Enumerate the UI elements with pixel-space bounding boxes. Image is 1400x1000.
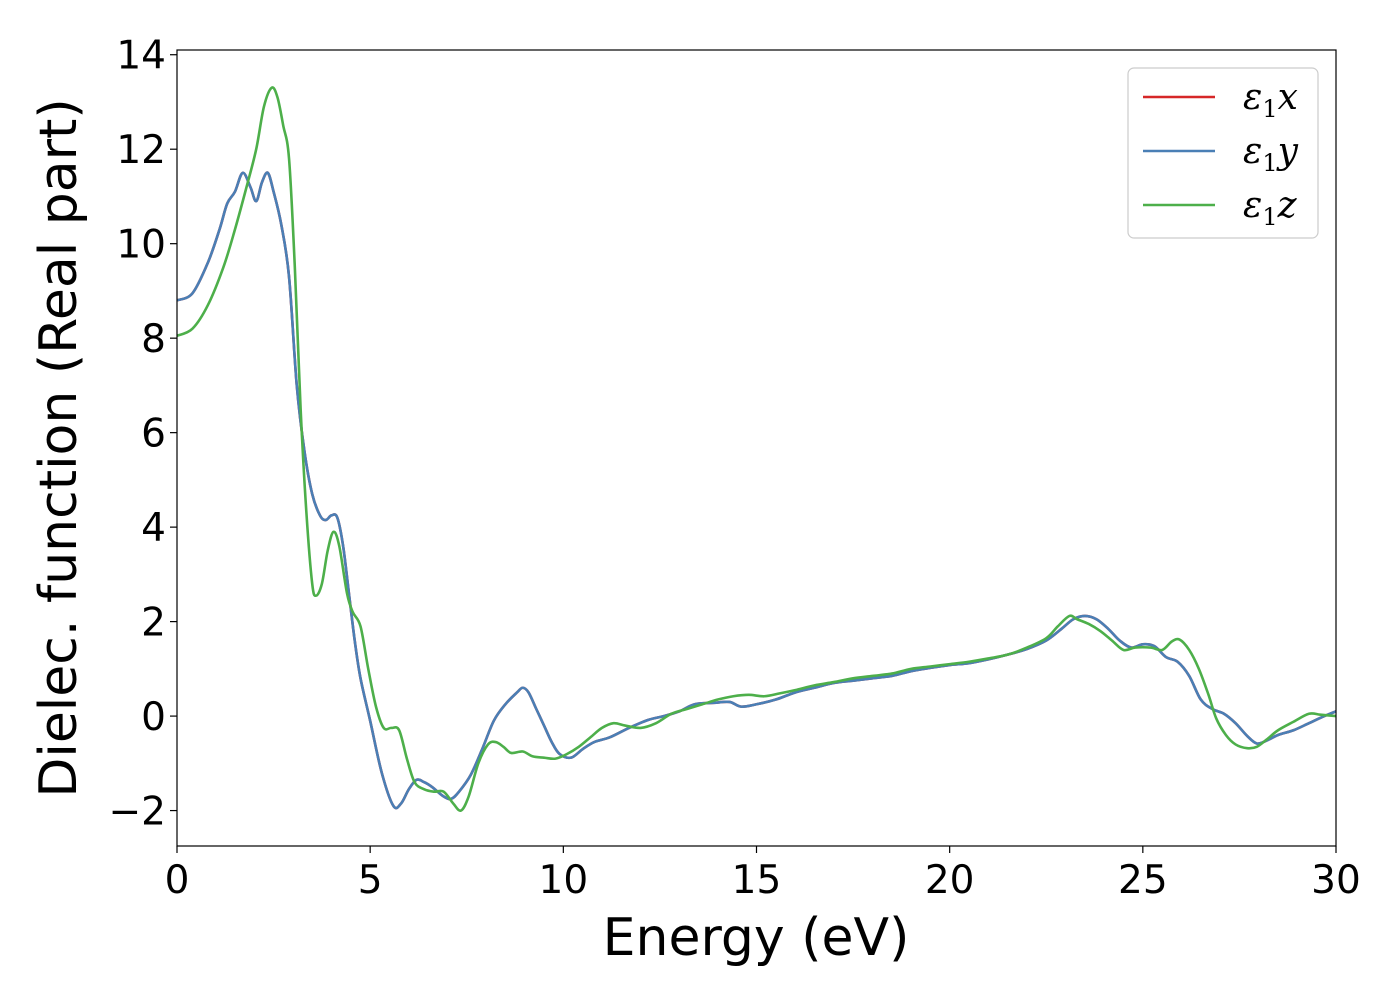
legend-epsilon: ε [1243,185,1262,226]
legend-label-x: ε1x [1243,77,1298,123]
x-tick-label: 25 [1118,858,1168,903]
legend-variable: x [1278,77,1298,118]
y-tick-label: 8 [141,317,166,362]
x-tick-label: 20 [925,858,975,903]
x-tick-label: 30 [1311,858,1361,903]
series-line-z [177,86,1336,813]
x-tick-label: 5 [358,858,383,903]
y-tick-label: 6 [141,412,166,457]
legend-label-z: ε1z [1243,185,1298,231]
y-tick-label: −2 [109,790,167,835]
x-tick-label: 10 [539,858,589,903]
legend-subscript: 1 [1262,149,1277,177]
y-tick-label: 12 [116,128,166,173]
x-axis-title: Energy (eV) [603,908,910,968]
legend-label-y: ε1y [1243,131,1299,177]
legend-subscript: 1 [1262,203,1277,231]
plot-frame [176,49,1337,847]
y-tick-label: 4 [141,506,166,551]
x-tick-label: 15 [732,858,782,903]
legend-epsilon: ε [1243,77,1262,118]
series-lines [177,86,1336,813]
y-tick-label: 10 [116,223,166,268]
axis-ticks: 0 5 10 15 20 25 30 −2 0 2 4 6 8 10 12 14 [109,34,1361,903]
legend-subscript: 1 [1262,95,1277,123]
y-axis-title: Dielec. function (Real part) [29,98,89,797]
legend-box [1127,67,1319,239]
legend-epsilon: ε [1243,131,1262,172]
y-tick-label: 0 [141,695,166,740]
x-tick-label: 0 [165,858,190,903]
y-tick-label: 2 [141,601,166,646]
y-tick-label: 14 [116,34,166,79]
legend-variable: y [1276,131,1299,172]
legend-variable: z [1277,185,1298,226]
series-line-y [177,171,1336,810]
